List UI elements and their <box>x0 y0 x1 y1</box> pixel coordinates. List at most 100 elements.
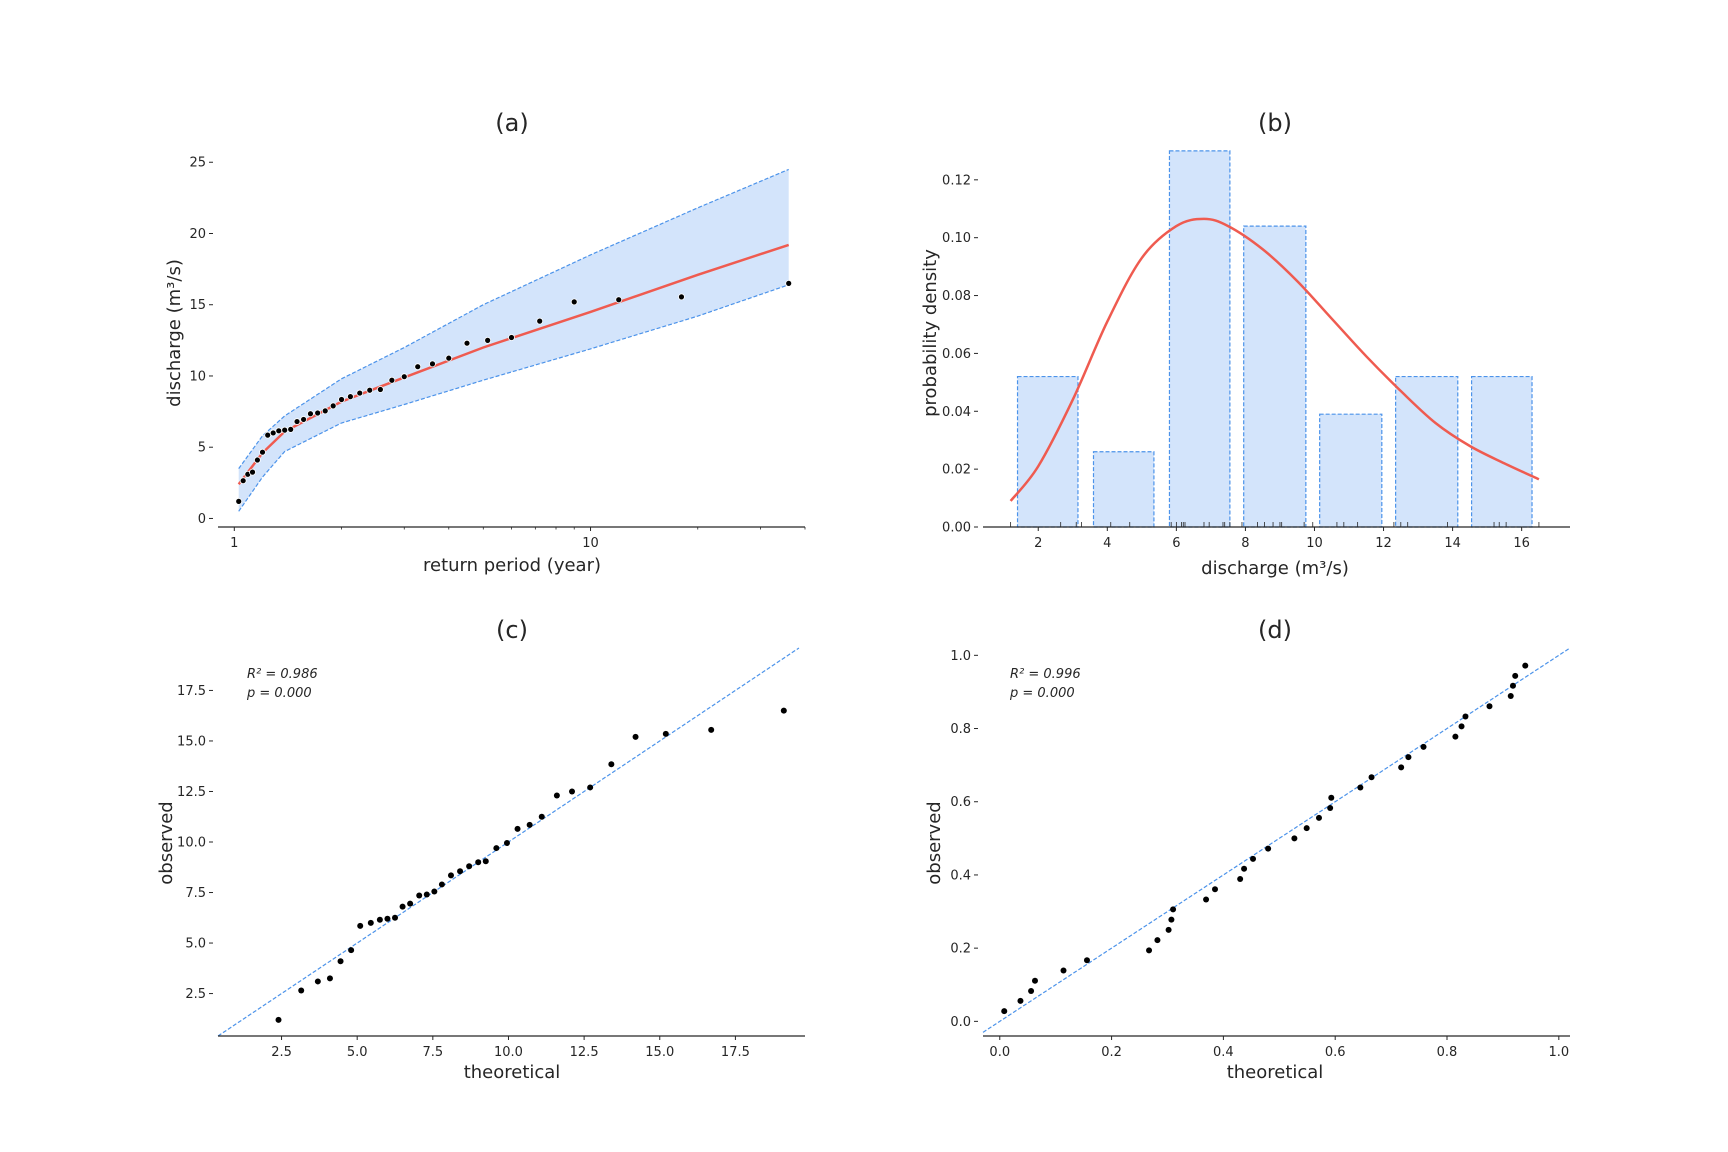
qq-point <box>416 892 423 899</box>
qq-point <box>1060 967 1067 974</box>
observed-point <box>570 298 578 306</box>
observed-point <box>314 409 322 417</box>
qq-point <box>337 958 344 965</box>
observed-point <box>293 418 301 425</box>
panel-c-r2-annotation: R² = 0.986 <box>247 667 318 682</box>
qq-point <box>708 726 715 733</box>
confidence-band <box>238 169 789 512</box>
qq-point <box>1203 896 1210 903</box>
x-tick-label: 4 <box>1103 536 1111 551</box>
qq-point <box>1170 906 1177 913</box>
qq-point <box>526 821 533 828</box>
y-tick-label: 17.5 <box>177 684 206 699</box>
y-tick-label: 5.0 <box>185 937 206 952</box>
qq-point <box>482 858 489 865</box>
x-tick-label: 0.8 <box>1437 1045 1458 1060</box>
qq-point <box>348 947 355 954</box>
y-tick-label: 0 <box>198 512 206 527</box>
histogram-bar <box>1395 375 1459 528</box>
qq-point <box>1165 926 1172 933</box>
x-tick-label: 1.0 <box>1548 1045 1569 1060</box>
y-tick-label: 12.5 <box>177 785 206 800</box>
qq-point <box>466 863 473 870</box>
observed-point <box>429 360 436 368</box>
qq-point <box>538 813 545 820</box>
observed-point <box>536 317 544 325</box>
qq-point <box>553 792 560 799</box>
y-tick-label: 0.10 <box>942 231 971 246</box>
qq-point <box>1154 937 1161 944</box>
qq-point <box>326 975 333 982</box>
panel-a-ylabel: discharge (m³/s) <box>164 259 185 407</box>
x-tick-label: 0.4 <box>1213 1045 1234 1060</box>
observed-point <box>249 468 256 476</box>
qq-point <box>357 922 364 929</box>
y-tick-label: 10 <box>189 369 206 384</box>
qq-point <box>587 784 594 791</box>
x-tick-label: 17.5 <box>721 1045 750 1060</box>
qq-point <box>1328 794 1335 801</box>
panel-b-ylabel: probability density <box>920 249 941 417</box>
histogram-bar <box>1092 451 1155 528</box>
qq-point <box>1507 692 1514 699</box>
y-tick-label: 25 <box>189 156 206 171</box>
observed-point <box>356 389 364 397</box>
qq-point <box>407 900 414 907</box>
qq-point <box>475 859 482 866</box>
qq-point <box>1452 733 1459 740</box>
qq-point <box>493 845 500 852</box>
x-tick-label: 1 <box>230 536 238 551</box>
y-tick-label: 1.0 <box>950 649 971 664</box>
observed-point <box>414 363 422 371</box>
x-tick-label: 6 <box>1172 536 1180 551</box>
qq-point <box>1168 916 1175 923</box>
qq-point <box>392 914 399 921</box>
observed-point <box>269 429 277 437</box>
ci-lower-line <box>238 284 789 512</box>
ci-upper-line <box>238 168 789 469</box>
y-tick-label: 10.0 <box>177 836 206 851</box>
panel-d-title: (d) <box>1258 616 1292 644</box>
observed-point <box>275 427 283 435</box>
x-tick-label: 8 <box>1241 536 1249 551</box>
observed-point <box>615 296 623 304</box>
x-tick-label: 0.2 <box>1101 1045 1122 1060</box>
y-tick-label: 7.5 <box>185 886 206 901</box>
qq-point <box>1357 784 1364 791</box>
panel-a-xlabel: return period (year) <box>423 555 601 576</box>
qq-point <box>514 825 521 832</box>
qq-point <box>1212 886 1219 893</box>
qq-point <box>384 915 391 922</box>
qq-point <box>1237 875 1244 882</box>
x-tick-label: 10.0 <box>494 1045 523 1060</box>
observed-point <box>508 334 515 341</box>
observed-point <box>445 354 453 362</box>
qq-point <box>662 730 669 737</box>
panel-c-qq-plot: (c) theoretical observed R² = 0.986 p = … <box>156 616 805 1083</box>
x-tick-label: 10 <box>582 536 599 551</box>
x-tick-label: 2 <box>1034 536 1042 551</box>
x-tick-label: 15.0 <box>645 1045 674 1060</box>
x-tick-label: 12 <box>1375 536 1392 551</box>
x-tick-label: 12.5 <box>570 1045 599 1060</box>
panel-c-p-annotation: p = 0.000 <box>246 686 312 701</box>
panel-b-title: (b) <box>1258 109 1292 137</box>
y-tick-label: 5 <box>198 441 206 456</box>
y-tick-label: 0.2 <box>950 942 971 957</box>
qq-point <box>438 881 445 888</box>
y-tick-label: 0.02 <box>942 463 971 478</box>
y-tick-label: 0.0 <box>950 1015 971 1030</box>
observed-point <box>235 497 243 505</box>
observed-point <box>785 279 793 287</box>
x-tick-label: 14 <box>1444 536 1461 551</box>
observed-point <box>307 410 314 418</box>
panel-c-title: (c) <box>496 616 528 644</box>
y-tick-label: 20 <box>189 227 206 242</box>
qq-point <box>431 888 438 895</box>
panel-d-r2-annotation: R² = 0.996 <box>1010 667 1081 682</box>
qq-point <box>1291 835 1298 842</box>
x-tick-label: 16 <box>1513 536 1530 551</box>
qq-point <box>1420 743 1427 750</box>
qq-point <box>1241 865 1248 872</box>
